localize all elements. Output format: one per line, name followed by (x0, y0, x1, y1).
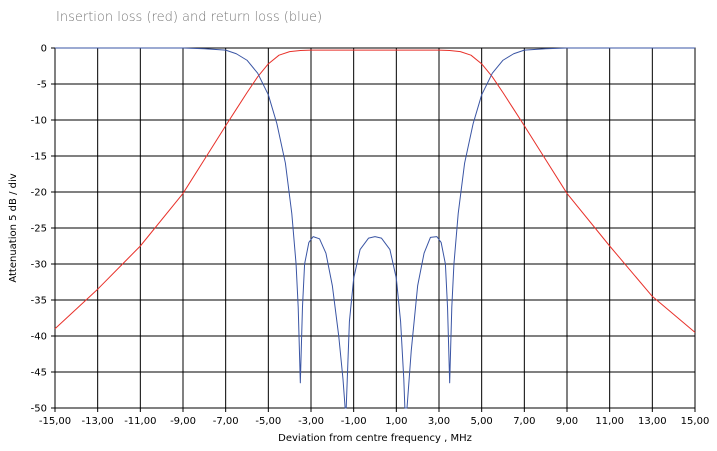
x-tick-label: -15,00 (39, 416, 71, 427)
y-tick-label: -15 (31, 152, 47, 163)
y-tick-label: 0 (41, 44, 47, 55)
y-tick-label: -10 (31, 116, 47, 127)
x-tick-label: -13,00 (82, 416, 114, 427)
x-tick-label: 7,00 (513, 416, 535, 427)
return-loss-line (55, 47, 695, 409)
x-axis-label: Deviation from centre frequency , MHz (278, 433, 472, 444)
x-tick-label: 15,00 (681, 416, 710, 427)
y-tick-label: -45 (31, 368, 47, 379)
x-tick-label: -7,00 (213, 416, 239, 427)
x-tick-label: -5,00 (255, 416, 281, 427)
y-tick-label: -5 (37, 80, 47, 91)
insertion-loss-line (54, 49, 696, 333)
chart-title: Insertion loss (red) and return loss (bl… (56, 10, 323, 25)
x-tick-label: 9,00 (556, 416, 578, 427)
y-tick-label: -40 (31, 332, 47, 343)
x-tick-label: 3,00 (428, 416, 450, 427)
y-tick-label: -50 (31, 404, 47, 415)
x-tick-label: -11,00 (124, 416, 156, 427)
y-axis-label: Attenuation 5 dB / div (8, 173, 19, 282)
x-tick-label: 1,00 (385, 416, 407, 427)
y-tick-label: -35 (31, 296, 47, 307)
x-tick-label: -1,00 (341, 416, 367, 427)
x-tick-label: 11,00 (595, 416, 624, 427)
y-tick-label: -20 (31, 188, 47, 199)
x-tick-label: 5,00 (471, 416, 493, 427)
x-tick-label: -3,00 (298, 416, 324, 427)
plot-frame (54, 47, 696, 409)
y-tick-label: -30 (31, 260, 47, 271)
x-tick-label: 13,00 (638, 416, 667, 427)
y-tick-label: -25 (31, 224, 47, 235)
x-tick-label: -9,00 (170, 416, 196, 427)
